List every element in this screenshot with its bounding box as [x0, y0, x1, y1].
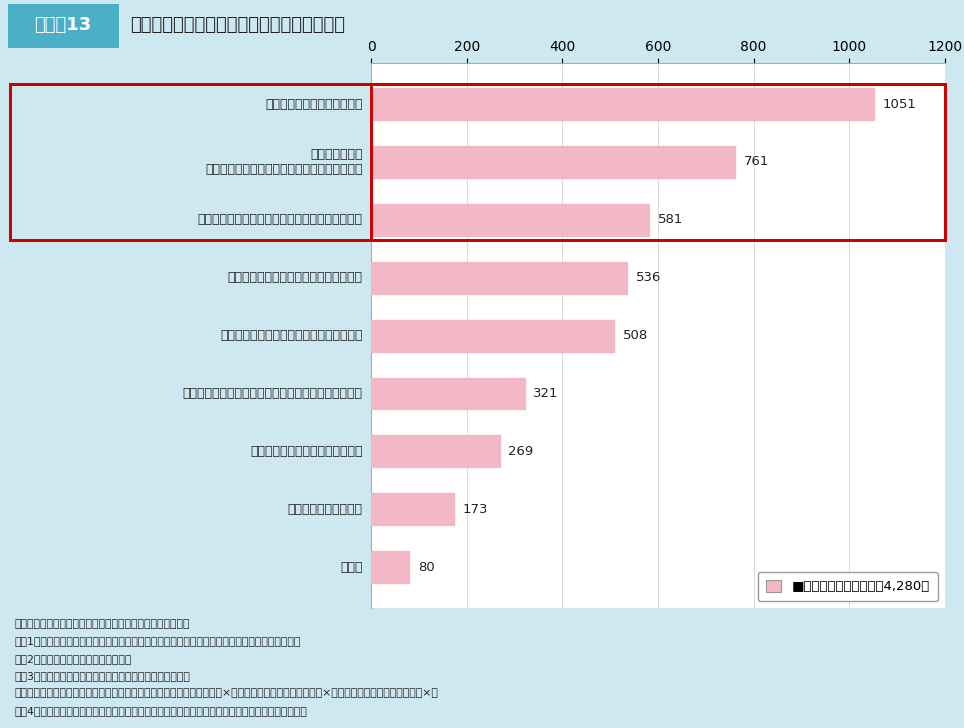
Text: 図３－13: 図３－13 [35, 16, 92, 34]
Text: 536: 536 [636, 272, 661, 284]
Text: 見守り、買い物など身の回りの生活支援: 見守り、買い物など身の回りの生活支援 [228, 272, 362, 284]
Text: 269: 269 [508, 445, 533, 458]
Text: 情報の提供支援
（住み替え先の物件や支援制度の情報提供等）: 情報の提供支援 （住み替え先の物件や支援制度の情報提供等） [205, 148, 362, 176]
Bar [371, 204, 649, 236]
Bar [371, 435, 499, 467]
Bar [371, 494, 454, 525]
Text: （注2）上位３つまでの回答を点数化。: （注2）上位３つまでの回答を点数化。 [14, 654, 132, 663]
Text: 住宅の確保に関する支援（住宅への優先入居等）: 住宅の確保に関する支援（住宅への優先入居等） [198, 213, 362, 226]
Text: 173: 173 [463, 503, 488, 516]
Legend: ■全体（総ポイント数：4,280）: ■全体（総ポイント数：4,280） [758, 572, 938, 601]
Text: 住居を賃貸する場合等における身元保証・家賃保証等: 住居を賃貸する場合等における身元保証・家賃保証等 [182, 387, 362, 400]
Bar [371, 146, 735, 178]
Text: 1051: 1051 [882, 98, 916, 111]
Bar [371, 551, 410, 583]
Text: 各選択肢のポイント数＝（当該選択肢を１位に選んだ回答者数）×３＋（２位に選んだ回答者数）×２＋（３位に選んだ回答者数）×１: 各選択肢のポイント数＝（当該選択肢を１位に選んだ回答者数）×３＋（２位に選んだ回… [14, 689, 439, 698]
Text: 581: 581 [657, 213, 683, 226]
Bar [371, 320, 614, 352]
Bar [371, 88, 873, 120]
Text: 資料：内閣府「高齢社会に関する意識調査」（令和５年度）: 資料：内閣府「高齢社会に関する意識調査」（令和５年度） [14, 619, 190, 628]
Bar [8, 4, 119, 48]
Bar [371, 378, 524, 409]
Text: 住み替えにかかる費用の支援: 住み替えにかかる費用の支援 [265, 98, 362, 111]
Text: 80: 80 [418, 561, 435, 574]
Bar [371, 262, 628, 293]
Text: （注1）住み替えの意向を持っている人のうち、いずれかのサポートを選択した人の回答を掲載。: （注1）住み替えの意向を持っている人のうち、いずれかのサポートを選択した人の回答… [14, 636, 301, 646]
Text: 住居の処分に関する支援（賃貸・売却等）: 住居の処分に関する支援（賃貸・売却等） [220, 329, 362, 342]
Text: 761: 761 [743, 155, 769, 168]
Text: 地域活動等の場の充実: 地域活動等の場の充実 [287, 503, 362, 516]
Text: その他: その他 [340, 561, 362, 574]
Text: （注3）横軸（ポイント数）は、以下の計算式により算出。: （注3）横軸（ポイント数）は、以下の計算式により算出。 [14, 671, 190, 681]
Text: 住み替え先での仕事・活動の紹介: 住み替え先での仕事・活動の紹介 [250, 445, 362, 458]
Text: （注4）総ポイント数は、「無回答」以外の全ての選択肢のポイント数を足し合わせたものである。: （注4）総ポイント数は、「無回答」以外の全ての選択肢のポイント数を足し合わせたも… [14, 706, 308, 716]
Text: 321: 321 [533, 387, 559, 400]
Text: 508: 508 [623, 329, 648, 342]
Text: 住み替えに向けた望ましいサポート（全体）: 住み替えに向けた望ましいサポート（全体） [130, 16, 345, 34]
